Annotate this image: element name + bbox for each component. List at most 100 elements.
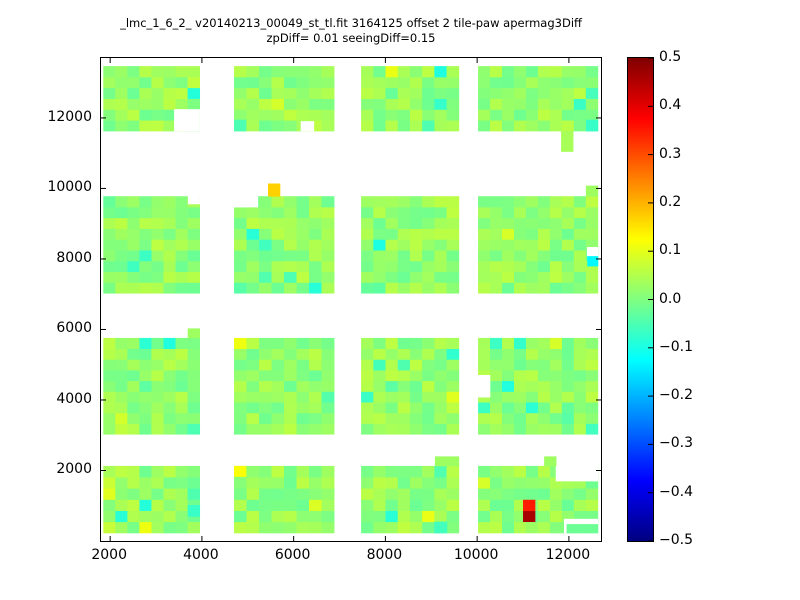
heatmap-cell bbox=[234, 66, 247, 78]
heatmap-cell bbox=[561, 510, 575, 523]
heatmap-cell bbox=[139, 228, 152, 240]
heatmap-cell bbox=[187, 217, 201, 229]
heatmap-cell bbox=[234, 76, 247, 89]
heatmap-cell bbox=[246, 271, 260, 283]
heatmap-anomaly-cell bbox=[187, 505, 201, 517]
heatmap-cell bbox=[434, 87, 447, 99]
heatmap-cell bbox=[537, 477, 551, 489]
heatmap-cell bbox=[175, 402, 188, 414]
heatmap-cell bbox=[175, 380, 188, 392]
heatmap-cell bbox=[309, 271, 322, 283]
heatmap-cell bbox=[127, 465, 140, 478]
heatmap-cell bbox=[478, 76, 491, 89]
heatmap-cell bbox=[373, 271, 386, 283]
heatmap-cell bbox=[409, 66, 423, 78]
heatmap-cell bbox=[525, 66, 539, 78]
heatmap-cell bbox=[234, 477, 247, 489]
heatmap-cell bbox=[309, 412, 322, 424]
heatmap-cell bbox=[163, 402, 176, 414]
heatmap-cell bbox=[296, 282, 310, 294]
heatmap-cell bbox=[309, 260, 322, 273]
heatmap-cell bbox=[373, 380, 386, 392]
heatmap-cell bbox=[103, 521, 116, 534]
heatmap-cell bbox=[585, 196, 599, 208]
heatmap-cell bbox=[478, 87, 491, 99]
heatmap-cell bbox=[561, 120, 575, 132]
heatmap-cell bbox=[321, 282, 335, 294]
heatmap-cell bbox=[115, 359, 128, 371]
y-tick-label: 12000 bbox=[47, 108, 92, 125]
heatmap-cell bbox=[561, 359, 575, 371]
heatmap-cell bbox=[284, 359, 297, 371]
heatmap-cell bbox=[234, 87, 247, 99]
heatmap-cell bbox=[373, 217, 386, 229]
heatmap-cell bbox=[549, 510, 563, 523]
heatmap-cell bbox=[446, 465, 460, 478]
heatmap-cell bbox=[103, 66, 116, 78]
heatmap-cell bbox=[561, 206, 575, 219]
heatmap-cell bbox=[271, 250, 285, 262]
heatmap-cell bbox=[127, 98, 140, 110]
heatmap-cell bbox=[573, 477, 587, 489]
heatmap-cell bbox=[187, 76, 201, 89]
heatmap-cell bbox=[259, 217, 272, 229]
heatmap-cell bbox=[409, 109, 423, 121]
heatmap-cell bbox=[321, 217, 335, 229]
heatmap-cell bbox=[309, 217, 322, 229]
heatmap-anomaly-cell bbox=[434, 456, 460, 467]
heatmap-cell bbox=[139, 465, 152, 478]
heatmap-cell bbox=[549, 282, 563, 294]
heatmap-cell bbox=[321, 370, 335, 382]
heatmap-cell bbox=[127, 359, 140, 371]
heatmap-cell bbox=[537, 380, 551, 392]
heatmap-cell bbox=[115, 206, 128, 219]
heatmap-cell bbox=[309, 76, 322, 89]
heatmap-cell bbox=[163, 380, 176, 392]
heatmap-cell bbox=[549, 66, 563, 78]
heatmap-cell bbox=[490, 510, 503, 523]
heatmap-cell bbox=[115, 402, 128, 414]
heatmap-cell bbox=[373, 66, 386, 78]
heatmap-cell bbox=[187, 239, 201, 251]
heatmap-cell bbox=[373, 359, 386, 371]
heatmap-cell bbox=[163, 348, 176, 360]
heatmap-cell bbox=[490, 412, 503, 424]
heatmap-cell bbox=[296, 370, 310, 382]
heatmap-cell bbox=[321, 391, 335, 403]
heatmap-cell bbox=[385, 109, 399, 121]
heatmap-cell bbox=[321, 465, 335, 478]
heatmap-cell bbox=[434, 120, 447, 132]
heatmap-cell bbox=[446, 120, 460, 132]
heatmap-cell bbox=[127, 66, 140, 78]
heatmap-cell bbox=[246, 348, 260, 360]
heatmap-cell bbox=[187, 228, 201, 240]
heatmap-anomaly-cell bbox=[561, 130, 574, 152]
heatmap-cell bbox=[525, 109, 539, 121]
heatmap-cell bbox=[525, 250, 539, 262]
heatmap-cell bbox=[139, 271, 152, 283]
heatmap-anomaly-cell bbox=[544, 456, 557, 467]
heatmap-cell bbox=[525, 412, 539, 424]
heatmap-cell bbox=[284, 510, 297, 523]
heatmap-cell bbox=[175, 260, 188, 273]
heatmap-cell bbox=[234, 359, 247, 371]
heatmap-cell bbox=[385, 412, 399, 424]
heatmap-cell bbox=[549, 488, 563, 500]
heatmap-cell bbox=[397, 510, 411, 523]
heatmap-cell bbox=[259, 499, 272, 511]
heatmap-cell bbox=[271, 228, 285, 240]
heatmap-cell bbox=[549, 206, 563, 219]
heatmap-cell bbox=[585, 228, 599, 240]
heatmap-cell bbox=[175, 370, 188, 382]
heatmap-cell bbox=[296, 402, 310, 414]
heatmap-cell bbox=[434, 282, 447, 294]
heatmap-cell bbox=[115, 391, 128, 403]
heatmap-cell bbox=[234, 423, 247, 435]
heatmap-cell bbox=[103, 196, 116, 208]
heatmap-cell bbox=[422, 465, 435, 478]
heatmap-cell bbox=[409, 412, 423, 424]
heatmap-cell bbox=[259, 271, 272, 283]
heatmap-cell bbox=[573, 402, 587, 414]
heatmap-cell bbox=[234, 98, 247, 110]
heatmap-cell bbox=[246, 359, 260, 371]
